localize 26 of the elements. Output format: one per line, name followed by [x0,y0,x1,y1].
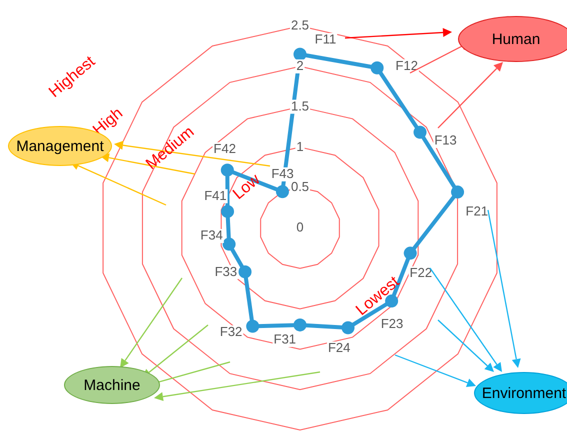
spoke-label: F13 [434,132,457,148]
spoke-label: F42 [214,140,236,156]
y-tick-label: 2 [296,58,304,73]
spoke-label: F23 [380,316,404,331]
spoke-label: F43 [271,166,294,181]
text: Low [230,171,264,204]
y-tick-label: 1 [296,138,304,154]
spoke-label: F31 [274,332,296,347]
spoke-label: F33 [214,264,238,279]
spoke-label: F41 [204,188,227,203]
y-tick-label: 2.5 [290,18,310,33]
y-tick-label: 0.5 [290,179,310,194]
spoke-label: F11 [314,32,336,47]
spoke-label: F22 [410,264,432,280]
text: Machine [84,376,140,394]
text: Environment [482,384,566,402]
text: Management [16,138,104,154]
y-tick-label: 0 [296,220,304,235]
y-tick-label: 1.5 [290,98,310,114]
spoke-label: F12 [396,58,418,73]
text: High [90,104,127,140]
spoke-label: F21 [466,204,488,219]
spoke-label: F34 [200,228,223,243]
spoke-label: F24 [328,340,350,356]
spoke-label: F32 [220,324,242,339]
text: Human [492,30,540,48]
